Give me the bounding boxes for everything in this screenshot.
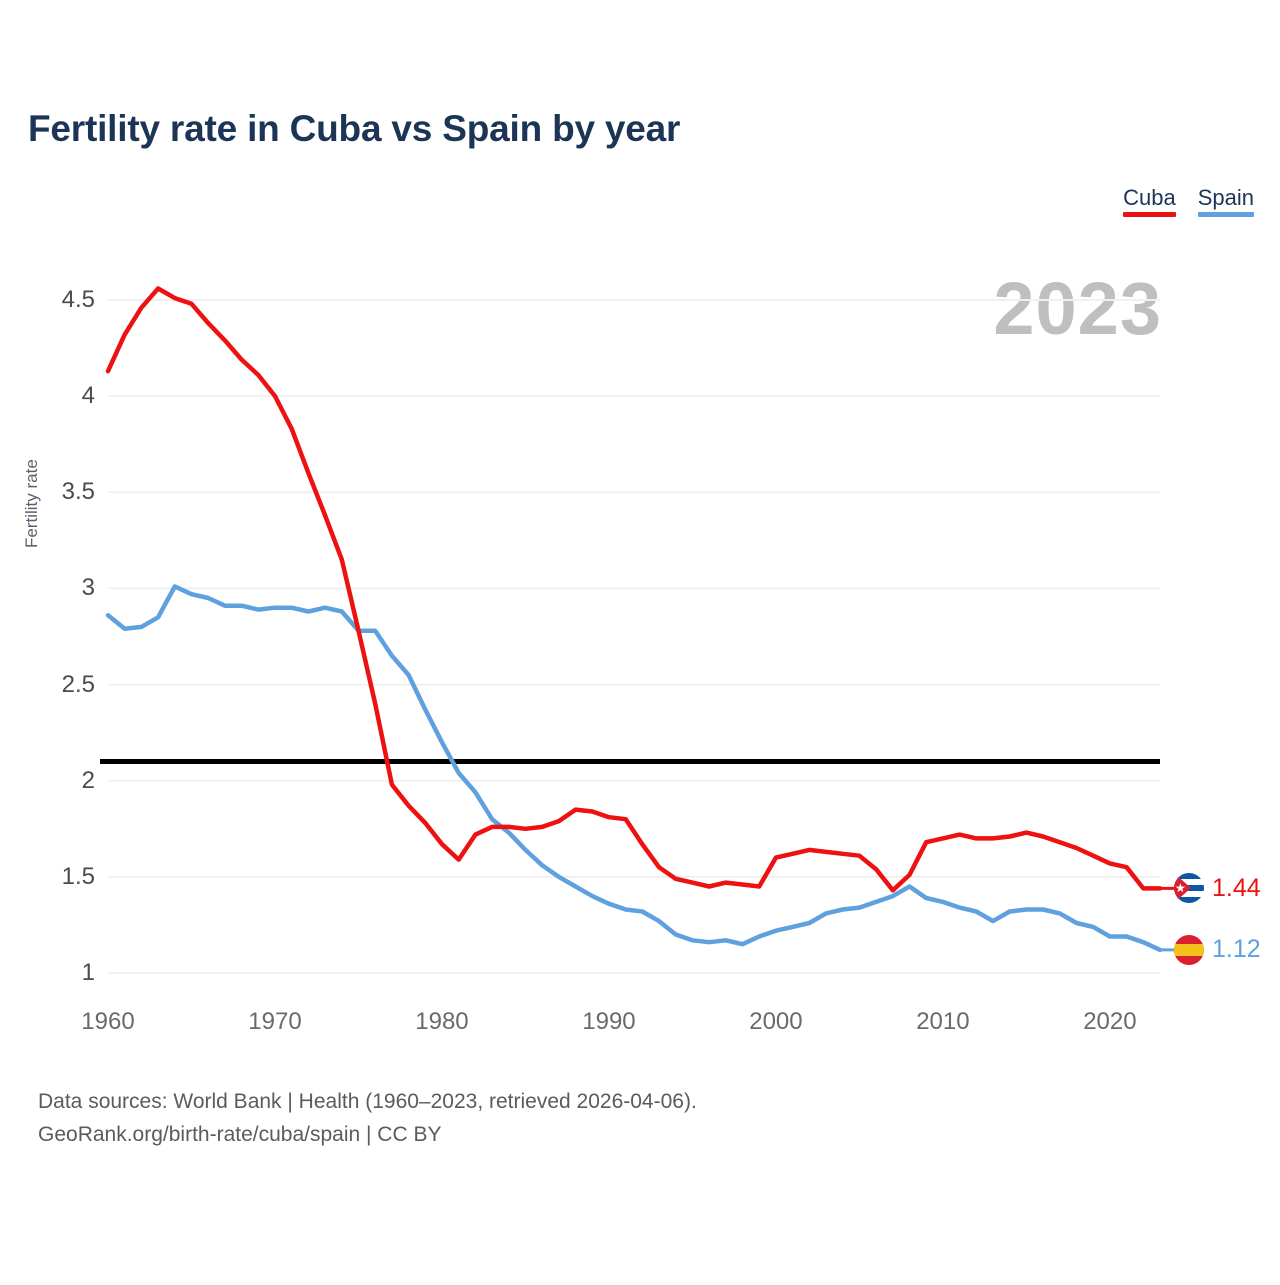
y-axis-tick: 2: [81, 766, 95, 794]
x-axis-tick: 2000: [749, 1008, 803, 1035]
endpoint-label-cuba[interactable]: 1.44: [1174, 873, 1261, 904]
y-axis-tick: 3: [81, 574, 95, 602]
y-axis-tick: 3.5: [61, 478, 95, 506]
y-axis-tick: 1: [81, 959, 95, 986]
y-axis-tick: 2.5: [61, 670, 95, 698]
x-axis-tick: 1990: [582, 1008, 636, 1035]
cuba-flag-icon: [1174, 873, 1204, 904]
legend-swatch-cuba: [1123, 212, 1176, 218]
y-axis-tick: 1.5: [61, 862, 95, 890]
legend-item-cuba[interactable]: Cuba: [1123, 185, 1176, 218]
legend-swatch-spain: [1197, 212, 1254, 218]
x-axis-tick: 1960: [81, 1008, 135, 1035]
legend-label-spain: Spain: [1197, 185, 1254, 210]
spain-flag-icon: [1174, 934, 1204, 965]
year-watermark: 2023: [993, 267, 1162, 350]
endpoint-label-spain[interactable]: 1.12: [1174, 934, 1261, 965]
endpoint-value-spain: 1.12: [1212, 935, 1261, 964]
series-line-cuba: [105, 286, 1163, 893]
series-line-spain: [105, 584, 1163, 953]
y-axis-tick-labels: 1 1.5 2 2.5 3 3.5 4 4.5: [0, 0, 96, 1280]
footer-line-1: Data sources: World Bank | Health (1960–…: [38, 1090, 697, 1113]
legend-item-spain[interactable]: Spain: [1197, 185, 1254, 218]
footer-line-2: GeoRank.org/birth-rate/cuba/spain | CC B…: [38, 1122, 442, 1146]
x-axis-tick: 2020: [1083, 1008, 1137, 1035]
page-title: Fertility rate in Cuba vs Spain by year: [28, 108, 681, 149]
gridlines: [108, 299, 1160, 974]
y-axis-tick: 4.5: [61, 286, 95, 313]
chart-legend: Cuba Spain: [1123, 185, 1254, 218]
legend-label-cuba: Cuba: [1123, 185, 1176, 210]
y-axis-tick: 4: [81, 382, 95, 410]
footer-credits: Data sources: World Bank | Health (1960–…: [38, 1086, 697, 1151]
endpoint-value-cuba: 1.44: [1212, 873, 1261, 902]
x-axis-tick: 1970: [248, 1008, 302, 1035]
x-axis-tick: 1980: [415, 1008, 469, 1035]
x-axis-tick: 2010: [916, 1008, 970, 1035]
